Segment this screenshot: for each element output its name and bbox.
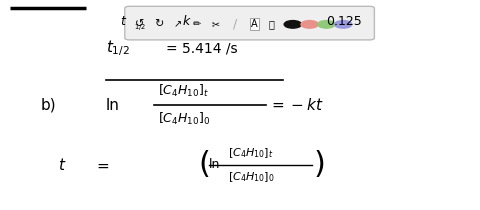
Text: (: ( — [198, 150, 210, 179]
Text: $t_{1/2}$: $t_{1/2}$ — [106, 38, 129, 58]
Text: $=$: $=$ — [94, 157, 110, 172]
Text: $[C_4H_{10}]_t$: $[C_4H_{10}]_t$ — [158, 83, 209, 99]
Text: b): b) — [41, 97, 57, 113]
Text: ↗: ↗ — [174, 19, 181, 29]
Text: A: A — [251, 19, 258, 29]
Text: ✂: ✂ — [212, 19, 220, 29]
Text: ↺: ↺ — [134, 19, 144, 29]
Text: = 5.414 /s: = 5.414 /s — [166, 41, 237, 55]
Text: ln: ln — [106, 97, 120, 113]
Text: $ = -kt$: $ = -kt$ — [269, 97, 324, 113]
Circle shape — [301, 21, 318, 28]
Text: $[C_4H_{10}]_0$: $[C_4H_{10}]_0$ — [228, 171, 275, 184]
Text: 🖼: 🖼 — [268, 19, 274, 29]
Text: /: / — [233, 18, 237, 31]
Circle shape — [335, 21, 352, 28]
Text: $[C_4H_{10}]_t$: $[C_4H_{10}]_t$ — [228, 146, 274, 160]
Text: $t$: $t$ — [58, 157, 66, 173]
Text: ln: ln — [209, 158, 220, 171]
Text: $t$: $t$ — [120, 14, 127, 28]
Text: $[C_4H_{10}]_0$: $[C_4H_{10}]_0$ — [158, 111, 211, 127]
Circle shape — [318, 21, 335, 28]
Text: ): ) — [313, 150, 325, 179]
Text: $_{1/2}$: $_{1/2}$ — [134, 22, 146, 33]
Text: $k$: $k$ — [182, 14, 192, 28]
Text: 0.125: 0.125 — [326, 14, 362, 28]
Text: ↻: ↻ — [154, 19, 163, 29]
Circle shape — [284, 21, 301, 28]
FancyBboxPatch shape — [125, 6, 374, 40]
Text: ✏: ✏ — [193, 19, 201, 29]
